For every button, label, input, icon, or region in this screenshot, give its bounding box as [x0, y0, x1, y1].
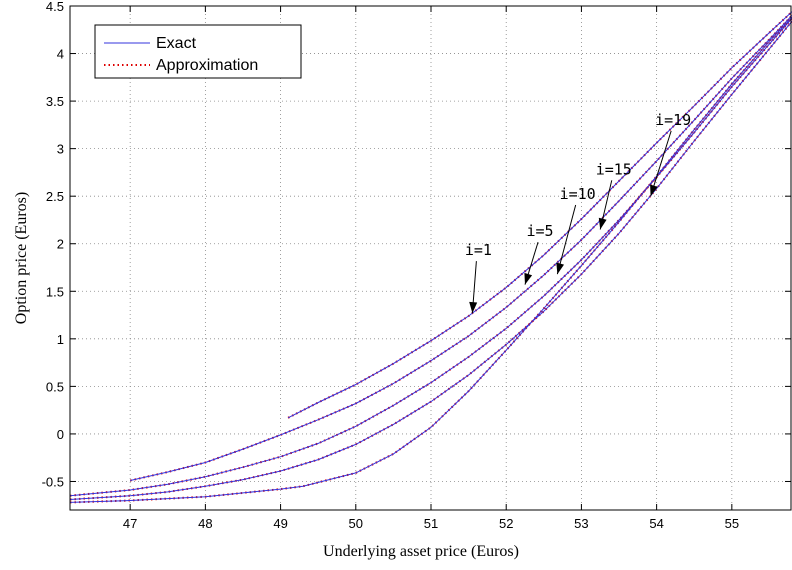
annotation-arrowhead-i5	[524, 272, 533, 285]
legend-box	[94, 24, 302, 79]
exact-line-i15	[69, 20, 792, 500]
y-tick-label: -0.5	[42, 474, 64, 489]
annotation-arrowhead-i19	[650, 184, 658, 197]
y-tick-label: 1.5	[46, 284, 64, 299]
legend-label-approximation: Approximation	[156, 57, 258, 74]
annotation-label-i5: i=5	[527, 222, 554, 240]
x-tick-label: 52	[499, 516, 513, 531]
annotation-arrowhead-i1	[469, 301, 478, 314]
x-tick-label: 51	[424, 516, 438, 531]
legend-label-exact: Exact	[156, 35, 197, 52]
y-tick-label: 1	[57, 332, 64, 347]
y-tick-label: 0.5	[46, 379, 64, 394]
x-tick-label: 50	[349, 516, 363, 531]
legend: Exact Approximation	[94, 24, 302, 79]
x-tick-label: 55	[725, 516, 739, 531]
exact-line-i10	[69, 18, 792, 497]
y-tick-label: 3	[57, 142, 64, 157]
y-tick-label: 3.5	[46, 94, 64, 109]
y-tick-label: 2.5	[46, 189, 64, 204]
annotation-arrow-line-i19	[650, 130, 672, 197]
x-axis-label: Underlying asset price (Euros)	[323, 543, 519, 560]
exact-line-i1	[287, 11, 792, 419]
x-tick-label: 49	[273, 516, 287, 531]
annotation-arrowhead-i15	[598, 217, 607, 230]
annotation-arrowhead-i10	[556, 262, 564, 275]
grid	[70, 5, 792, 510]
annotation-label-i15: i=15	[596, 160, 632, 178]
annotation-label-i19: i=19	[655, 111, 691, 129]
y-tick-label: 2	[57, 237, 64, 252]
y-axis-label: Option price (Euros)	[13, 192, 30, 324]
x-tick-label: 53	[574, 516, 588, 531]
x-tick-label: 54	[649, 516, 663, 531]
exact-line-i5	[130, 15, 792, 481]
y-tick-label: 4	[57, 47, 64, 62]
axis-ticks: 47 48 49 50 51 52 53 54 55 -0.5 0 0.5 1 1.5 2 2.5 3 3.5 4 4…	[42, 0, 791, 531]
annotations: i=1 i=5 i=10i=15 i=19	[465, 111, 691, 314]
y-tick-label: 4.5	[46, 0, 64, 14]
series-lines	[69, 10, 792, 504]
x-tick-label: 47	[123, 516, 137, 531]
x-tick-label: 48	[198, 516, 212, 531]
y-tick-label: 0	[57, 427, 64, 442]
annotation-label-i10: i=10	[560, 185, 596, 203]
annotation-arrow-line-i10	[556, 204, 577, 275]
exact-line-i19	[69, 17, 792, 503]
annotation-label-i1: i=1	[465, 241, 492, 259]
